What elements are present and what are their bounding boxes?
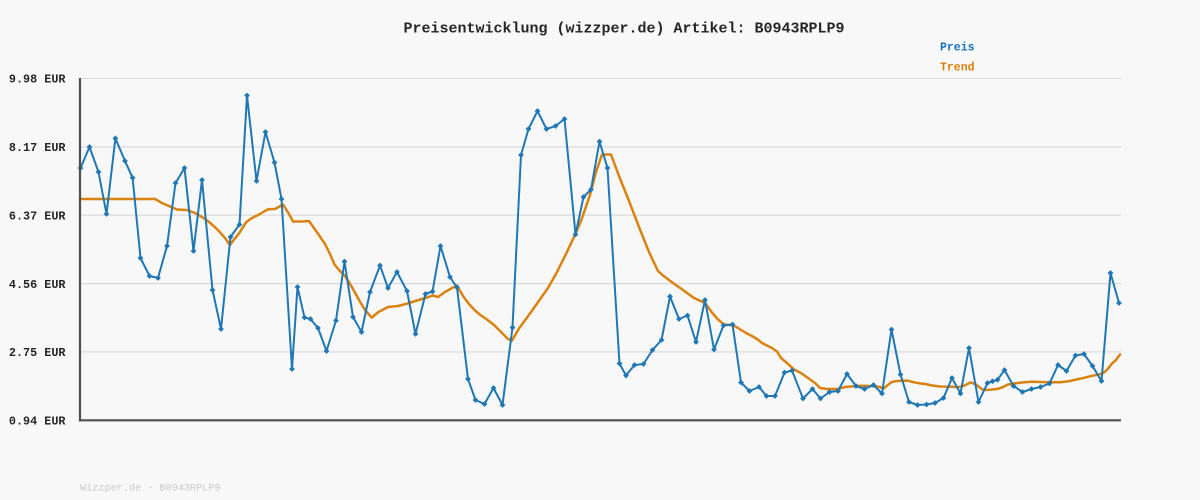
svg-text:8.17 EUR: 8.17 EUR [9,141,67,155]
svg-text:9.98 EUR: 9.98 EUR [9,73,67,87]
svg-text:Preis: Preis [940,42,975,55]
svg-text:2.75 EUR: 2.75 EUR [9,346,67,360]
svg-text:0.94 EUR: 0.94 EUR [9,415,67,429]
svg-text:Preisentwicklung (wizzper.de): Preisentwicklung (wizzper.de) Artikel: B… [403,21,844,38]
svg-text:4.56 EUR: 4.56 EUR [9,278,67,292]
svg-text:Trend: Trend [940,62,975,75]
svg-text:6.37 EUR: 6.37 EUR [9,209,67,223]
svg-text:Wizzper.de - B0943RPLP9: Wizzper.de - B0943RPLP9 [80,483,221,495]
